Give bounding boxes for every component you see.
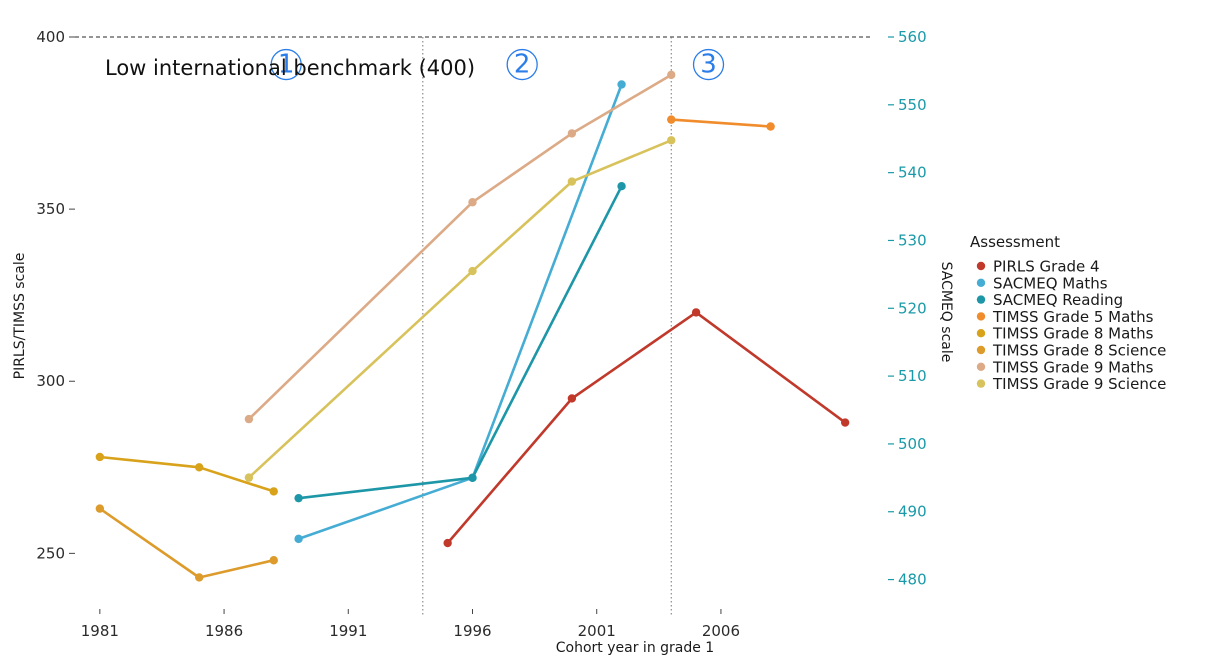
data-point-timss-grade-8-science-1988 <box>269 556 278 565</box>
series-line-sacmeq-maths <box>297 83 623 541</box>
legend-label-timss-grade-8-maths: TIMSS Grade 8 Maths <box>992 325 1154 343</box>
period-marker-3 <box>692 48 725 81</box>
legend-swatch-timss-grade-5-maths <box>976 312 986 321</box>
data-point-sacmeq-reading-1996 <box>468 473 477 483</box>
legend-label-pirls-grade-4: PIRLS Grade 4 <box>993 258 1100 276</box>
y-right-tick-label-550: 550 <box>898 96 927 114</box>
x-axis-title: Cohort year in grade 1 <box>556 640 714 656</box>
y-right-tick-label-520: 520 <box>898 299 927 317</box>
period-marker-1 <box>270 48 302 81</box>
legend-swatch-timss-grade-8-science <box>976 345 986 355</box>
x-tick-label-1996: 1996 <box>453 622 491 640</box>
x-tick-label-1986: 1986 <box>205 622 243 640</box>
y-axis-left-title: PIRLS/TIMSS scale <box>12 253 28 380</box>
data-point-timss-grade-5-maths-2008 <box>766 122 775 131</box>
legend-label-sacmeq-reading: SACMEQ Reading <box>993 291 1123 309</box>
legend-swatch-timss-grade-8-maths <box>976 329 986 338</box>
x-tick-label-1981: 1981 <box>81 622 119 640</box>
series-line-pirls-grade-4 <box>446 311 847 545</box>
legend-label-timss-grade-9-maths: TIMSS Grade 9 Maths <box>992 358 1154 376</box>
legend-label-sacmeq-maths: SACMEQ Maths <box>993 274 1108 292</box>
x-tick-label-2006: 2006 <box>702 622 740 640</box>
data-point-timss-grade-9-science-2000 <box>567 177 577 186</box>
data-point-timss-grade-9-science-2004 <box>667 136 676 145</box>
y-left-tick-label-400: 400 <box>36 28 65 46</box>
y-right-tick-label-540: 540 <box>898 164 927 182</box>
data-point-timss-grade-8-maths-1981 <box>95 452 105 462</box>
legend-swatch-pirls-grade-4 <box>976 261 986 271</box>
legend-swatch-timss-grade-9-science <box>976 379 986 388</box>
series-line-timss-grade-8-science <box>98 507 276 579</box>
data-point-timss-grade-5-maths-2004 <box>667 115 676 124</box>
y-right-tick-label-480: 480 <box>898 571 927 589</box>
legend-label-timss-grade-8-science: TIMSS Grade 8 Science <box>992 342 1166 360</box>
period-label-2: 2 <box>514 50 531 80</box>
y-left-tick-label-350: 350 <box>36 200 65 218</box>
series-line-timss-grade-9-science <box>247 139 673 479</box>
data-point-timss-grade-8-science-1985 <box>195 573 204 582</box>
data-point-sacmeq-reading-2002 <box>617 182 626 191</box>
y-left-tick-label-250: 250 <box>36 544 65 562</box>
series-line-timss-grade-5-maths <box>669 118 772 128</box>
period-label-3: 3 <box>700 50 717 80</box>
data-point-pirls-grade-4-2000 <box>567 394 577 403</box>
series-line-sacmeq-reading <box>297 184 623 500</box>
data-point-timss-grade-8-maths-1985 <box>195 463 204 472</box>
legend-swatch-sacmeq-reading <box>976 295 986 304</box>
y-right-tick-label-560: 560 <box>898 28 927 46</box>
data-point-timss-grade-9-maths-2004 <box>667 70 676 80</box>
data-point-pirls-grade-4-2011 <box>840 418 850 427</box>
legend-swatch-timss-grade-9-maths <box>976 362 986 371</box>
period-marker-2 <box>506 48 538 81</box>
data-point-sacmeq-reading-1989 <box>294 493 303 503</box>
data-point-pirls-grade-4-2005 <box>691 308 701 317</box>
data-point-timss-grade-9-maths-2000 <box>567 129 577 138</box>
benchmark-label: Low international benchmark (400) <box>105 56 475 80</box>
y-right-tick-label-500: 500 <box>898 435 927 453</box>
axes-layer: 250 300 350 400 480 490 500 510 520 530 540 550 560 1… <box>36 28 926 640</box>
y-right-tick-label-490: 490 <box>898 503 927 521</box>
y-right-tick-label-510: 510 <box>898 367 927 385</box>
legend-label-timss-grade-9-science: TIMSS Grade 9 Science <box>992 375 1166 393</box>
legend-title: Assessment <box>970 233 1060 251</box>
series-line-timss-grade-9-maths <box>247 73 673 421</box>
data-point-timss-grade-9-science-1987 <box>244 473 254 482</box>
data-point-timss-grade-9-science-1996 <box>468 266 477 276</box>
data-point-timss-grade-9-maths-1996 <box>468 198 477 207</box>
x-tick-label-1991: 1991 <box>329 622 367 640</box>
period-label-1: 1 <box>278 50 295 80</box>
y-left-tick-label-300: 300 <box>36 372 65 390</box>
legend-label-timss-grade-5-maths: TIMSS Grade 5 Maths <box>992 308 1154 326</box>
data-point-pirls-grade-4-1995 <box>443 538 452 548</box>
legend-swatch-sacmeq-maths <box>976 278 986 287</box>
data-point-sacmeq-maths-2002 <box>617 80 626 89</box>
series-layer <box>95 70 850 582</box>
data-point-timss-grade-9-maths-1987 <box>244 414 254 424</box>
data-point-sacmeq-maths-1989 <box>294 534 303 544</box>
x-tick-label-2001: 2001 <box>578 622 616 640</box>
guides-layer: 1 2 3 <box>75 36 870 615</box>
y-right-tick-label-530: 530 <box>898 231 927 249</box>
y-axis-right-title: SACMEQ scale <box>938 262 954 363</box>
data-point-timss-grade-8-maths-1988 <box>269 487 278 496</box>
data-point-timss-grade-8-science-1981 <box>95 504 105 513</box>
